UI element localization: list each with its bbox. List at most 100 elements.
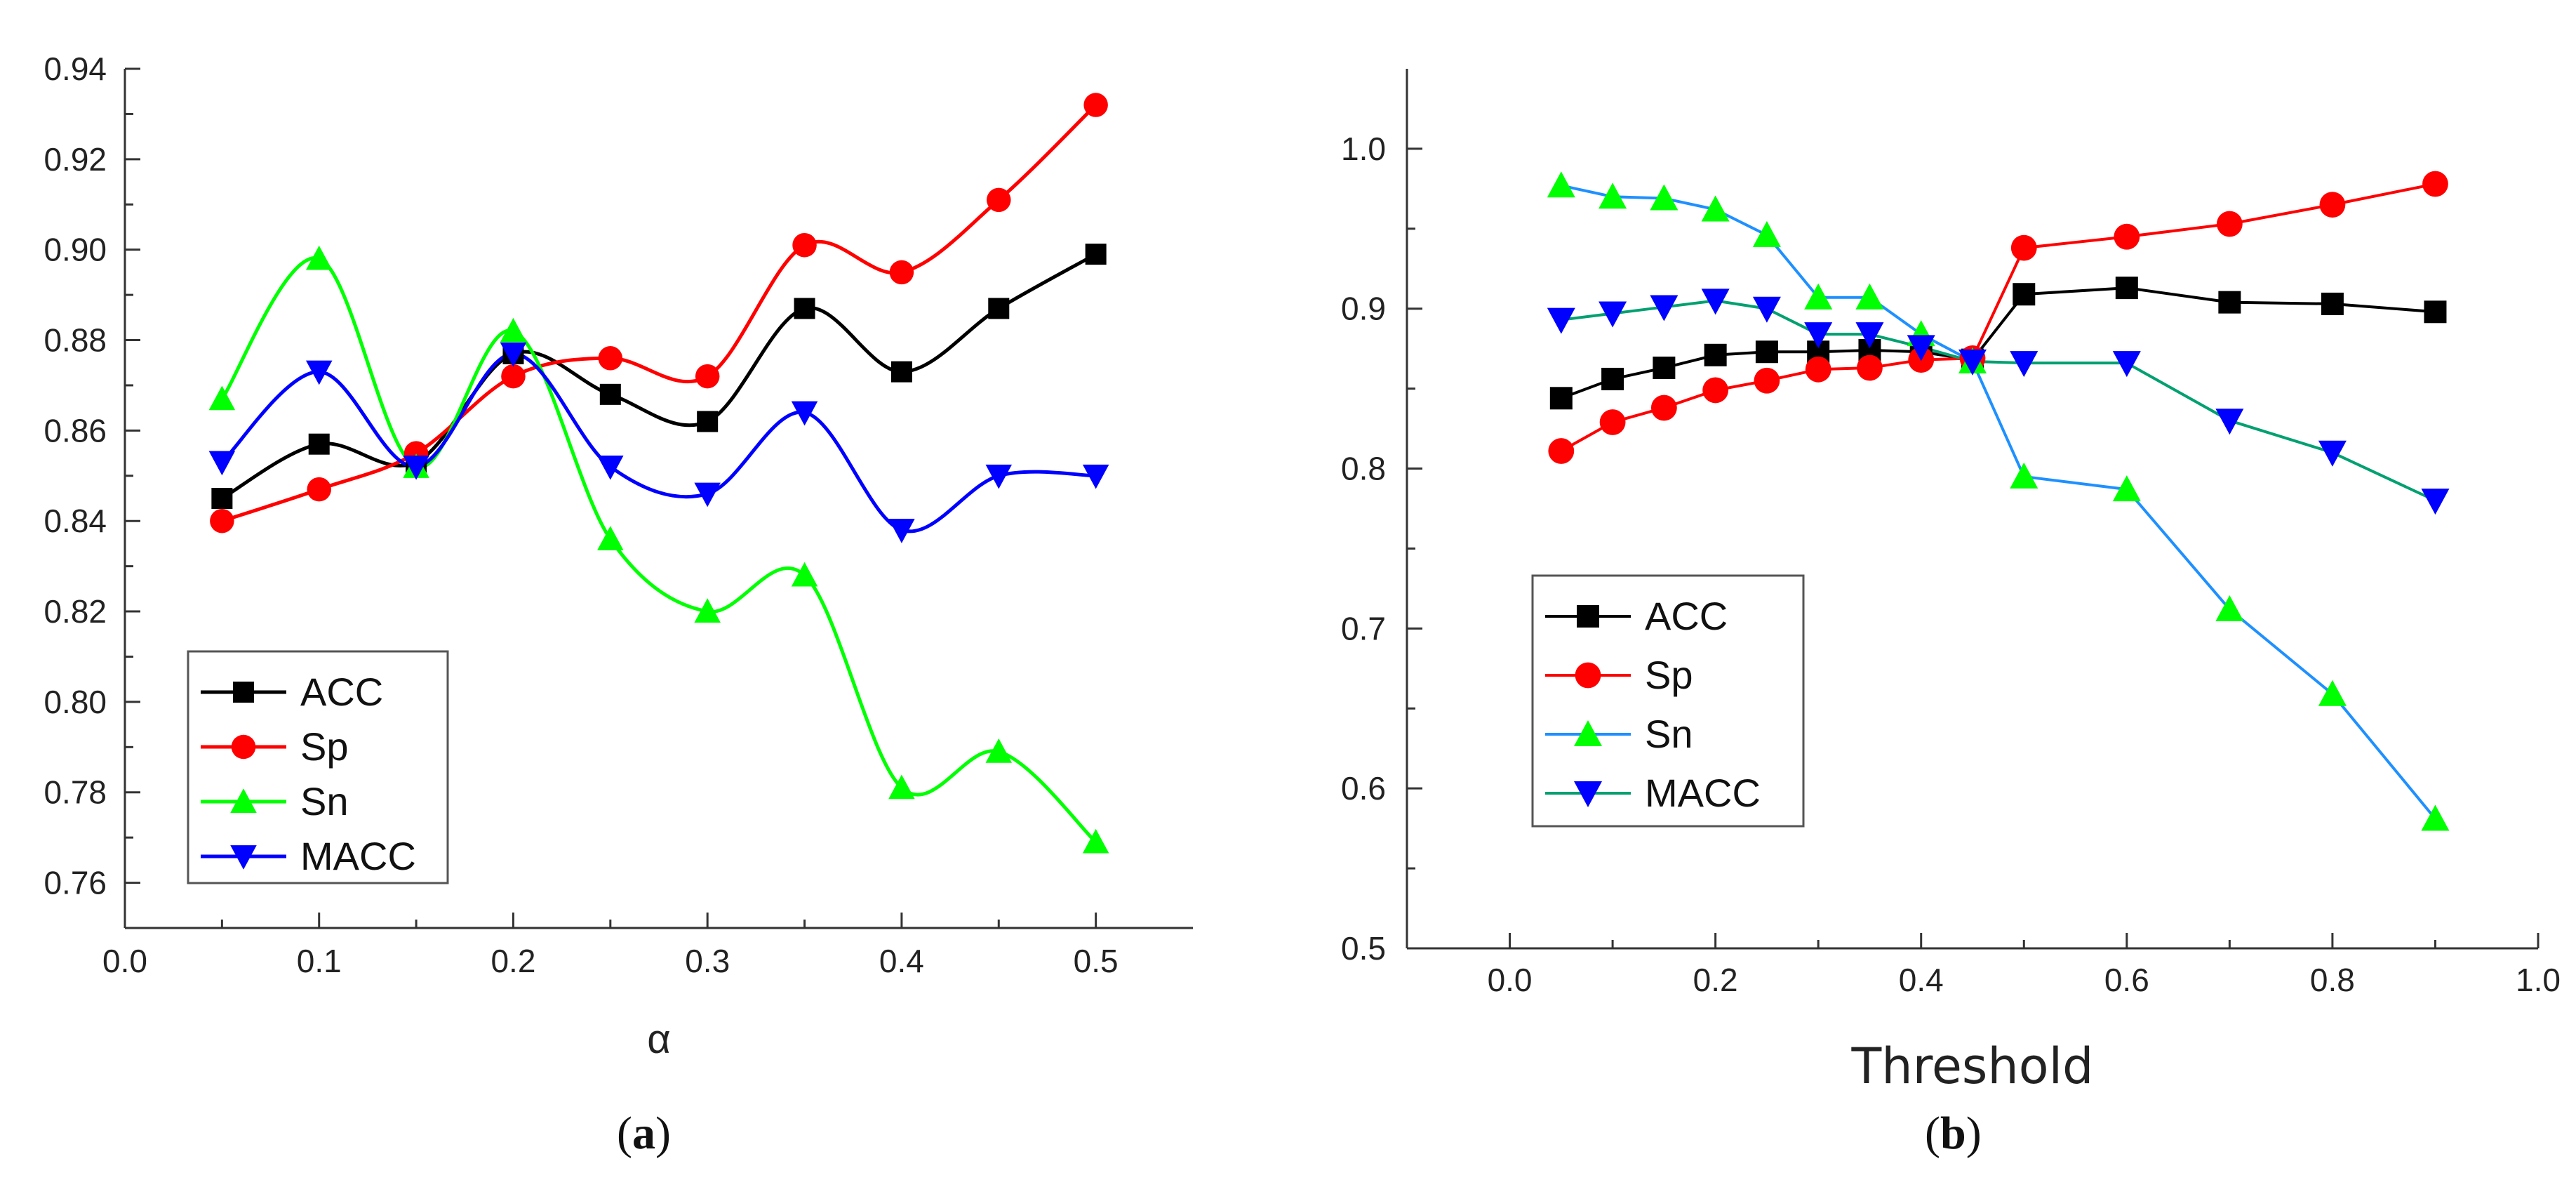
data-point-macc (403, 455, 429, 480)
y-tick-label: 0.78 (44, 774, 107, 811)
data-point-sp (501, 364, 526, 389)
data-point-acc (1704, 343, 1727, 366)
panel-caption: (a) (617, 1108, 671, 1159)
caption-open-paren: ( (617, 1108, 632, 1159)
data-point-sp (2114, 223, 2140, 250)
data-point-sn (597, 526, 624, 550)
data-point-acc (1653, 357, 1676, 380)
data-point-sp (1857, 354, 1883, 381)
x-tick-label: 0.6 (2104, 962, 2149, 998)
data-point-sn (2318, 679, 2347, 706)
x-tick-label: 0.3 (685, 943, 730, 979)
data-point-acc (2013, 283, 2036, 306)
data-point-macc (2215, 409, 2244, 435)
data-point-sn (500, 317, 527, 343)
data-point-acc (2218, 291, 2241, 314)
data-point-sp (1548, 438, 1575, 464)
data-point-macc (1650, 295, 1679, 321)
data-point-sp (2216, 211, 2243, 237)
data-point-macc (1599, 301, 1627, 328)
data-point-sp (695, 364, 720, 389)
data-point-acc (1755, 340, 1778, 364)
data-point-sp (598, 346, 623, 371)
series-markers-sp (210, 93, 1108, 533)
data-point-acc (2115, 277, 2138, 300)
series-line-macc (1561, 299, 2436, 502)
legend-marker-acc (233, 682, 254, 703)
data-point-macc (1958, 349, 1987, 376)
data-point-sn (208, 385, 236, 411)
y-tick-label: 0.94 (44, 51, 107, 87)
data-point-sp (792, 232, 817, 258)
legend: ACC Sp Sn MACC (1531, 574, 1805, 828)
data-point-sp (210, 508, 234, 533)
legend-label-sp: Sp (1645, 653, 1693, 697)
caption-close-paren: ) (1966, 1108, 1982, 1159)
data-point-sp (2422, 171, 2448, 197)
series-line-sp (221, 103, 1097, 523)
x-tick-label: 0.0 (1488, 962, 1533, 998)
x-tick-label: 0.8 (2310, 962, 2355, 998)
data-point-macc (888, 519, 915, 543)
series-line-sn (220, 256, 1097, 844)
y-tick-label: 0.5 (1341, 930, 1386, 967)
x-tick-label: 0.2 (1693, 962, 1738, 998)
x-axis-title: α (647, 1016, 671, 1062)
data-point-acc (2321, 292, 2344, 315)
data-point-macc (1804, 322, 1833, 349)
y-tick-label: 0.8 (1341, 451, 1386, 487)
data-point-sn (888, 774, 915, 800)
data-point-macc (208, 451, 236, 476)
x-tick-label: 0.4 (1899, 962, 1944, 998)
data-point-sn (985, 738, 1013, 763)
data-point-macc (2112, 351, 2141, 378)
legend-label-acc: ACC (1645, 594, 1728, 638)
data-point-macc (500, 342, 527, 367)
data-point-sn (2421, 804, 2450, 831)
chart-panel-b: 0.5 0.6 0.7 0.8 0.9 1.0 0.0 0.2 0.4 0.6 0.8 1.0 Thre… (1341, 69, 2561, 1159)
data-point-sn (1547, 171, 1575, 198)
y-tick-label: 0.86 (44, 412, 107, 449)
data-point-sn (1804, 283, 1833, 310)
y-tick-label: 0.90 (44, 232, 107, 268)
data-point-sp (987, 187, 1011, 213)
legend-label-macc: MACC (300, 834, 416, 878)
y-tick-label: 0.92 (44, 141, 107, 178)
data-point-macc (305, 360, 333, 385)
data-point-sp (1083, 93, 1108, 117)
data-point-macc (1082, 464, 1109, 489)
data-point-macc (597, 455, 624, 480)
data-point-sn (1650, 184, 1679, 211)
series-line-macc (220, 352, 1096, 533)
y-tick-label: 1.0 (1341, 131, 1386, 167)
data-point-sn (2112, 475, 2141, 502)
data-point-sp (307, 477, 331, 502)
y-tick-label: 0.80 (44, 684, 107, 720)
data-point-sp (1650, 394, 1677, 421)
data-point-acc (794, 298, 815, 319)
data-point-acc (2424, 300, 2447, 324)
data-point-sn (791, 562, 818, 587)
data-point-sn (2010, 462, 2038, 489)
data-point-macc (1752, 296, 1781, 323)
legend-label-acc: ACC (300, 670, 383, 714)
y-tick-label: 0.7 (1341, 610, 1386, 646)
x-tick-label: 0.4 (879, 943, 924, 979)
legend-label-macc: MACC (1645, 771, 1761, 815)
y-tick-label: 0.76 (44, 865, 107, 901)
legend-label-sn: Sn (1645, 712, 1693, 756)
legend-marker-sn (230, 788, 257, 813)
data-point-macc (1907, 335, 1935, 362)
data-point-sn (1082, 828, 1109, 854)
x-tick-label: 1.0 (2516, 962, 2561, 998)
data-point-sp (1702, 377, 1729, 404)
data-point-sp (889, 260, 914, 285)
y-tick-label: 0.82 (44, 593, 107, 630)
data-point-macc (791, 401, 818, 426)
x-axis-title: Threshold (1851, 1037, 2094, 1095)
data-point-sn (1752, 220, 1781, 247)
data-point-macc (2010, 351, 2038, 378)
x-tick-label: 0.2 (490, 943, 535, 979)
